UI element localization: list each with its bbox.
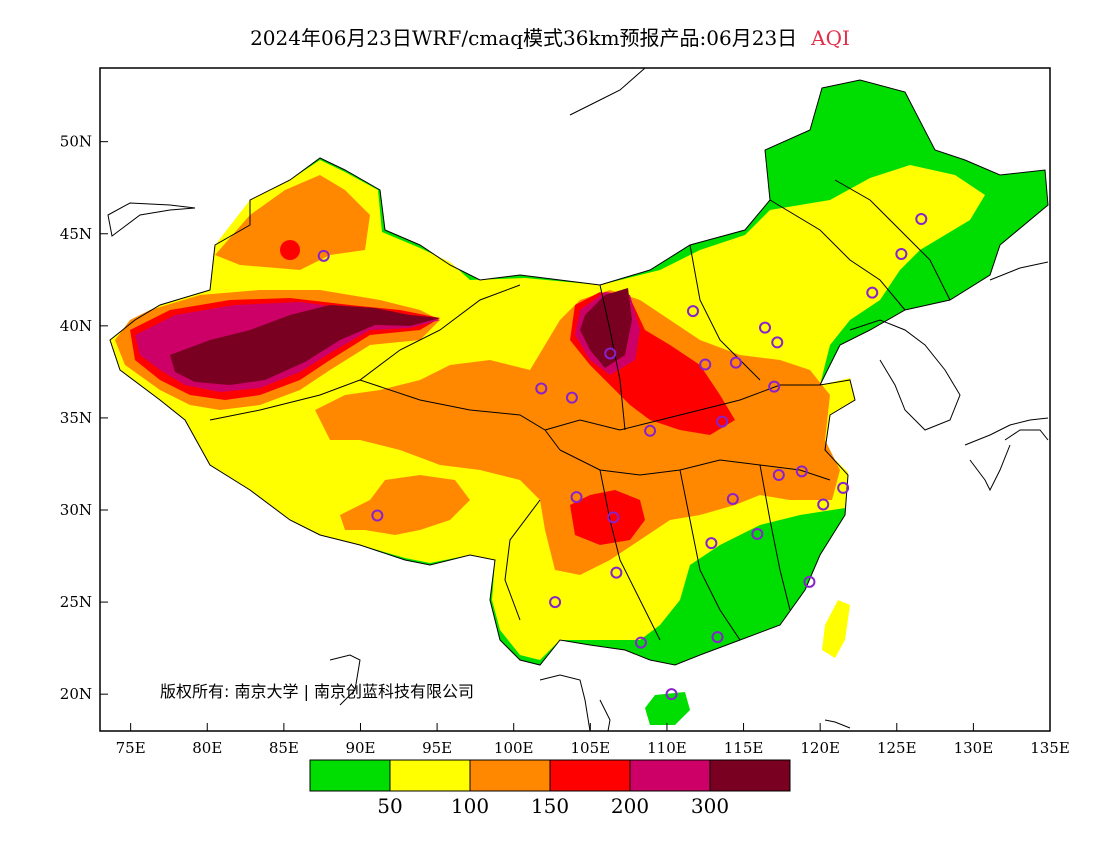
aqi-region-maroon xyxy=(170,305,440,385)
coastlines xyxy=(107,68,1049,731)
aqi-region-red-spot xyxy=(280,240,300,260)
lat-tick-label: 45N xyxy=(60,225,92,243)
lat-tick-label: 35N xyxy=(60,409,92,427)
station-marker xyxy=(686,305,699,318)
copyright-text: 版权所有: 南京大学 | 南京创蓝科技有限公司 xyxy=(160,682,474,701)
legend-label: 50 xyxy=(377,794,402,818)
station-marker xyxy=(729,356,742,369)
lon-tick-label: 75E xyxy=(116,739,146,757)
legend-swatch xyxy=(709,759,791,792)
station-marker xyxy=(768,380,781,393)
station-marker xyxy=(549,596,562,609)
legend-swatch xyxy=(629,759,711,792)
aqi-region-taiwan xyxy=(822,600,850,658)
station-marker xyxy=(817,498,830,511)
station-marker xyxy=(705,537,718,550)
aqi-field xyxy=(107,68,1049,731)
station-marker xyxy=(607,511,620,524)
legend-label: 100 xyxy=(451,794,489,818)
lon-tick-label: 80E xyxy=(192,739,222,757)
title-variable: AQI xyxy=(811,26,850,50)
station-marker xyxy=(795,465,808,478)
station-marker xyxy=(711,631,724,644)
lat-tick-label: 40N xyxy=(60,317,92,335)
map-title: 2024年06月23日WRF/cmaq模式36km预报产品:06月23日 AQI xyxy=(0,22,1100,51)
legend-swatch xyxy=(549,759,631,792)
aqi-region-orange-tibet xyxy=(340,475,470,535)
station-marker xyxy=(895,248,908,261)
station-markers xyxy=(317,213,928,701)
station-marker xyxy=(570,491,583,504)
station-marker xyxy=(371,509,384,522)
legend-label: 200 xyxy=(611,794,649,818)
lon-tick-label: 135E xyxy=(1030,739,1070,757)
lon-tick-label: 115E xyxy=(724,739,764,757)
lon-tick-label: 110E xyxy=(647,739,687,757)
plot-frame xyxy=(99,67,1051,732)
aqi-region-hainan xyxy=(645,692,690,725)
station-marker xyxy=(837,481,850,494)
aqi-region-orange xyxy=(215,175,370,270)
station-marker xyxy=(644,424,657,437)
station-marker xyxy=(317,249,330,262)
lat-axis: 20N 25N 30N 35N 40N 45N 50N xyxy=(60,133,108,703)
station-marker xyxy=(604,347,617,360)
aqi-region-maroon-north xyxy=(580,288,632,368)
station-marker xyxy=(726,492,739,505)
lat-tick-label: 20N xyxy=(60,685,92,703)
lat-tick-label: 30N xyxy=(60,501,92,519)
station-marker xyxy=(535,382,548,395)
legend-label: 300 xyxy=(691,794,729,818)
station-marker xyxy=(866,286,879,299)
station-marker xyxy=(772,469,785,482)
station-marker xyxy=(716,415,729,428)
station-marker xyxy=(751,527,764,540)
lon-tick-label: 95E xyxy=(422,739,452,757)
color-legend: 50 100 150 200 300 xyxy=(309,759,791,818)
lat-tick-label: 25N xyxy=(60,593,92,611)
station-marker xyxy=(665,688,678,701)
station-marker xyxy=(771,336,784,349)
lat-tick-label: 50N xyxy=(60,133,92,151)
station-marker xyxy=(915,213,928,226)
lon-tick-label: 120E xyxy=(800,739,840,757)
legend-swatch xyxy=(389,759,471,792)
legend-swatch xyxy=(469,759,551,792)
lon-tick-label: 105E xyxy=(571,739,611,757)
station-marker xyxy=(565,391,578,404)
lon-tick-label: 90E xyxy=(345,739,375,757)
lon-tick-label: 130E xyxy=(954,739,994,757)
lon-tick-label: 100E xyxy=(494,739,534,757)
station-marker xyxy=(610,566,623,579)
station-marker xyxy=(699,358,712,371)
lon-tick-label: 125E xyxy=(877,739,917,757)
title-main: 2024年06月23日WRF/cmaq模式36km预报产品:06月23日 xyxy=(250,26,798,50)
station-marker xyxy=(759,321,771,334)
station-marker xyxy=(803,575,816,588)
legend-label: 150 xyxy=(531,794,569,818)
lon-tick-label: 85E xyxy=(269,739,299,757)
lon-axis: 75E 80E 85E 90E 95E 100E 105E 110E 115E 120E 125E 1… xyxy=(116,723,1070,757)
legend-swatch xyxy=(309,759,391,792)
station-marker xyxy=(634,636,647,649)
